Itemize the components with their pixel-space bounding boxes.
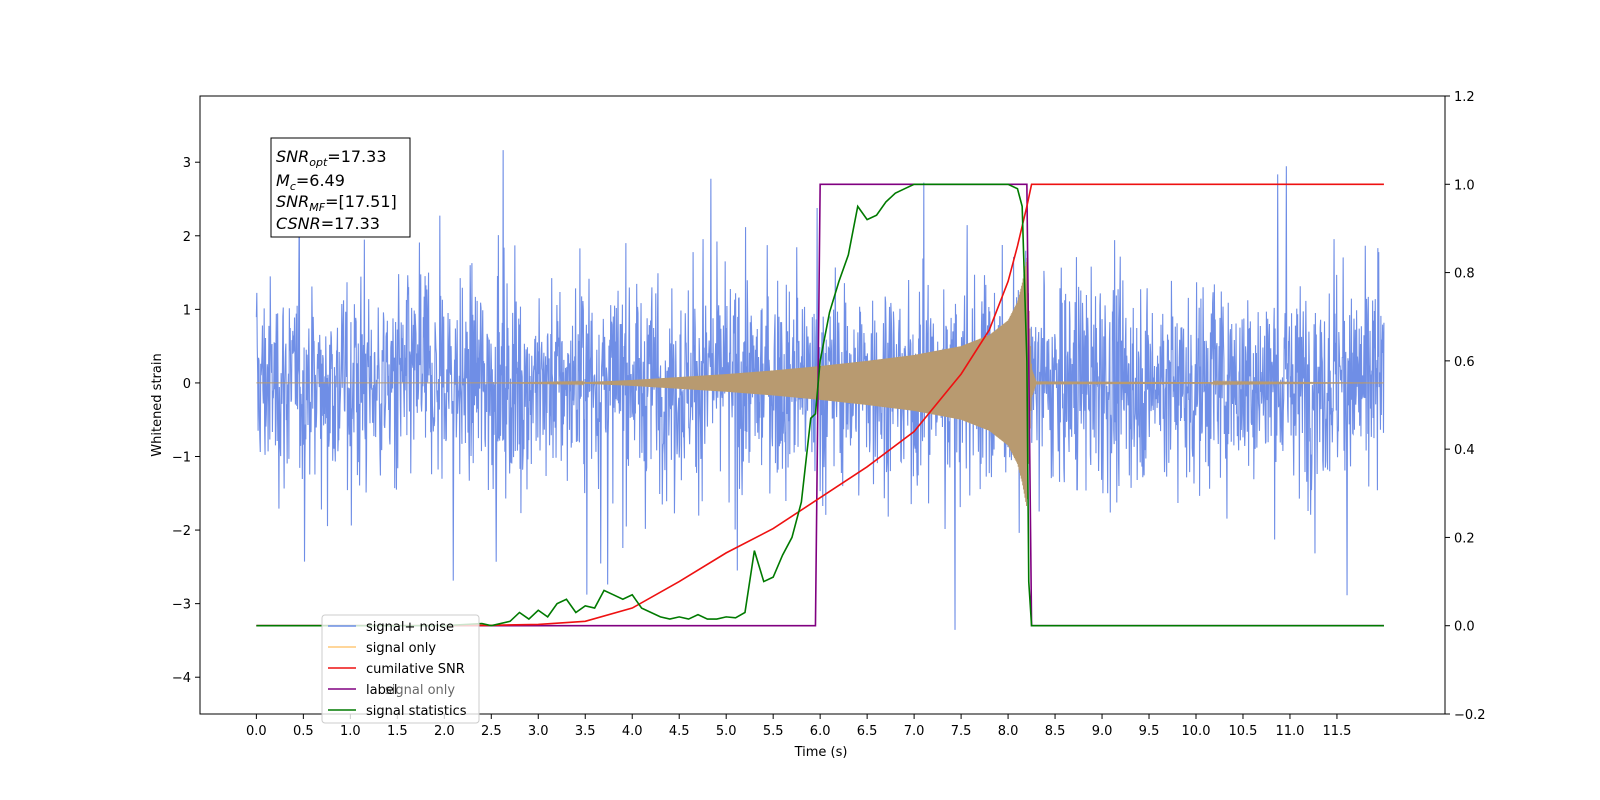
- stats-box: SNRopt=17.33 Mc=6.49 SNRMF=[17.51] CSNR=…: [270, 137, 411, 238]
- x-tick-label: 11.0: [1275, 724, 1304, 739]
- y2-tick-label: 0.6: [1454, 355, 1475, 370]
- legend: signal+ noise signal only cumilative SNR…: [321, 614, 480, 724]
- x-tick-label: 8.0: [998, 724, 1019, 739]
- x-tick-label: 10.5: [1229, 724, 1258, 739]
- stat-csnr: CSNR=17.33: [276, 214, 380, 233]
- stats-box-frame: [270, 137, 411, 238]
- stat-mc: Mc=6.49: [276, 171, 345, 193]
- y-tick-label: 2: [183, 230, 191, 245]
- stat-snr-mf: SNRMF=[17.51]: [276, 192, 397, 214]
- x-tick-label: 3.5: [575, 724, 596, 739]
- legend-label-signal-noise: signal+ noise: [366, 620, 454, 635]
- stat-snr-opt: SNRopt=17.33: [276, 147, 387, 169]
- legend-label-cumulative-snr: cumilative SNR: [366, 662, 465, 677]
- x-tick-label: 4.0: [622, 724, 643, 739]
- y2-tick-label: 0.2: [1454, 531, 1475, 546]
- x-tick-label: 11.5: [1322, 724, 1351, 739]
- x-tick-label: 2.5: [481, 724, 502, 739]
- x-tick-label: 1.0: [340, 724, 361, 739]
- series-cumulative-snr: [256, 183, 1384, 627]
- plot-frame: [199, 95, 1446, 715]
- x-tick-label: 4.5: [669, 724, 690, 739]
- series-signal-noise: [255, 150, 1385, 630]
- y2-tick-label: −0.2: [1454, 708, 1486, 723]
- legend-frame: [321, 614, 480, 724]
- y-tick-label: −4: [172, 671, 191, 686]
- x-tick-label: 3.0: [528, 724, 549, 739]
- x-tick-label: 6.0: [810, 724, 831, 739]
- x-tick-label: 0.0: [246, 724, 267, 739]
- y-axis-left: 3 2 1 0 −1 −2 −3 −4: [172, 156, 200, 686]
- y2-tick-label: 1.2: [1454, 90, 1475, 105]
- y-tick-label: −2: [172, 524, 191, 539]
- x-tick-label: 1.5: [387, 724, 408, 739]
- x-tick-label: 5.5: [763, 724, 784, 739]
- x-tick-label: 2.0: [434, 724, 455, 739]
- y-tick-label: −3: [172, 598, 191, 613]
- x-tick-label: 9.0: [1092, 724, 1113, 739]
- y-axis-label: Whitened strain: [150, 353, 165, 456]
- legend-label-label: label: [366, 683, 397, 698]
- x-axis-label: Time (s): [794, 745, 848, 760]
- x-tick-label: 9.5: [1139, 724, 1160, 739]
- y-tick-label: 3: [183, 156, 191, 171]
- plot-content: [255, 150, 1385, 630]
- x-tick-label: 10.0: [1182, 724, 1211, 739]
- y2-tick-label: 0.4: [1454, 443, 1475, 458]
- y2-tick-label: 0.8: [1454, 267, 1475, 282]
- series-signal-statistics: [256, 183, 1384, 627]
- x-tick-label: 7.0: [904, 724, 925, 739]
- y2-tick-label: 1.0: [1454, 178, 1475, 193]
- x-tick-label: 7.5: [951, 724, 972, 739]
- x-tick-label: 8.5: [1045, 724, 1066, 739]
- y-tick-label: 1: [183, 303, 191, 318]
- legend-overlapped-text: signal only: [385, 683, 455, 698]
- x-tick-label: 5.0: [716, 724, 737, 739]
- y-tick-label: −1: [172, 451, 191, 466]
- y2-tick-label: 0.0: [1454, 620, 1475, 635]
- x-axis: 0.0 0.5 1.0 1.5 2.0 2.5 3.0 3.5 4.0 4.5 5.0 5.5 6.0 6…: [246, 714, 1351, 739]
- legend-label-signal-statistics: signal statistics: [366, 704, 467, 719]
- x-tick-label: 0.5: [293, 724, 314, 739]
- x-tick-label: 6.5: [857, 724, 878, 739]
- legend-label-signal-only: signal only: [366, 641, 436, 656]
- y-tick-label: 0: [183, 377, 191, 392]
- y-axis-right: 1.2 1.0 0.8 0.6 0.4 0.2 0.0 −0.2: [1445, 90, 1486, 723]
